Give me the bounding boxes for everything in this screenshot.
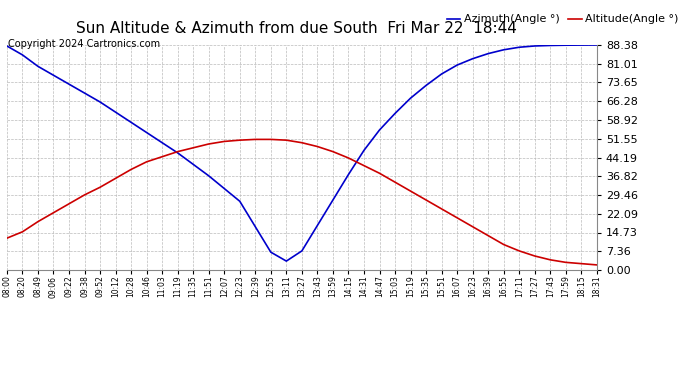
Legend: Azimuth(Angle °), Altitude(Angle °): Azimuth(Angle °), Altitude(Angle °) <box>442 10 682 29</box>
Text: Copyright 2024 Cartronics.com: Copyright 2024 Cartronics.com <box>8 39 160 50</box>
Text: Sun Altitude & Azimuth from due South  Fri Mar 22  18:44: Sun Altitude & Azimuth from due South Fr… <box>77 21 517 36</box>
